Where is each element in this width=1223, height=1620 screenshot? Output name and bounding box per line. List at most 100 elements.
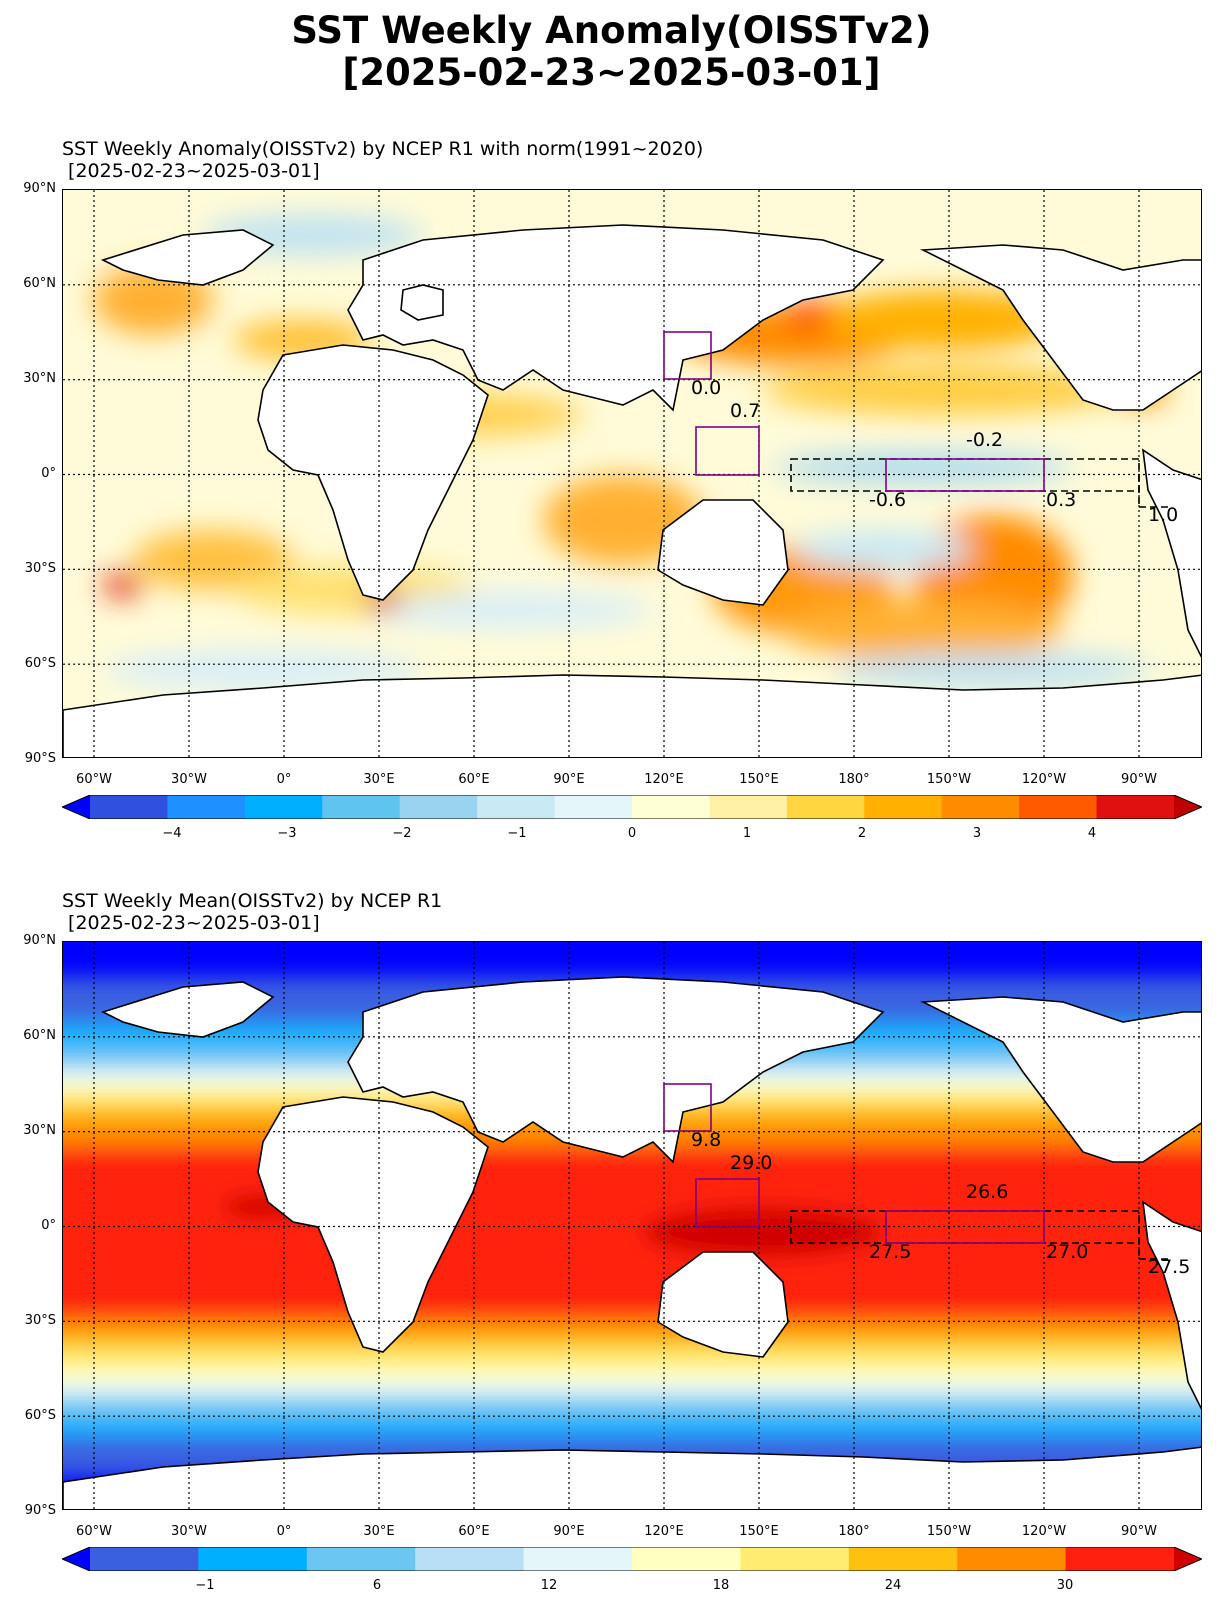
colorbar-tick-label: 3 (972, 826, 982, 841)
lon-label: 60°E (458, 772, 490, 787)
lat-label: 30°N (23, 371, 56, 386)
mean-box-value: 9.8 (691, 1129, 721, 1151)
colorbar-tick-label: 6 (372, 1578, 382, 1593)
anomaly-colorbar-segment (244, 795, 323, 819)
lat-label: 30°S (24, 561, 56, 576)
anomaly-colorbar-segment (554, 795, 633, 819)
anomaly-colorbar-segment (1019, 795, 1098, 819)
anomaly-panel-title-line1: SST Weekly Anomaly(OISSTv2) by NCEP R1 w… (62, 138, 704, 160)
lon-label: 120°W (1021, 1524, 1067, 1539)
anomaly-colorbar-extend-high (1174, 795, 1202, 819)
colorbar-tick-label: 2 (857, 826, 867, 841)
lon-label: 180° (838, 1524, 870, 1539)
colorbar-tick-label: −3 (277, 826, 297, 841)
lon-label: 0° (276, 772, 292, 787)
anomaly-box-value: -0.2 (966, 429, 1003, 451)
anomaly-colorbar-segment (167, 795, 246, 819)
colorbar-tick-label: −1 (195, 1578, 215, 1593)
anomaly-box-value: 0.0 (691, 377, 721, 399)
figure-title-line2: [2025-02-23~2025-03-01] (342, 51, 881, 94)
anomaly-colorbar-extend-low (62, 795, 90, 819)
lon-label: 60°W (76, 1524, 112, 1539)
colorbar-tick-label: 30 (1056, 1578, 1074, 1593)
colorbar-tick-label: 24 (884, 1578, 902, 1593)
colorbar-tick-label: −1 (507, 826, 527, 841)
colorbar-tick-label: −4 (162, 826, 182, 841)
lon-label: 60°W (76, 772, 112, 787)
anomaly-colorbar-segment (1096, 795, 1175, 819)
lon-label: 30°W (171, 772, 207, 787)
lat-label: 60°S (24, 656, 56, 671)
lon-label: 90°E (553, 1524, 585, 1539)
mean-box-value: 27.5 (869, 1241, 911, 1263)
anomaly-panel-title-line2: [2025-02-23~2025-03-01] (62, 160, 320, 182)
mean-colorbar-extend-low (62, 1547, 90, 1571)
lon-label: 150°W (926, 772, 972, 787)
lat-label: 90°N (23, 933, 56, 948)
lat-label: 60°N (23, 276, 56, 291)
anomaly-map: 0.0 0.7 -0.2 -0.6 0.3 1.0 (62, 189, 1202, 758)
lon-label: 30°W (171, 1524, 207, 1539)
lon-label: 30°E (363, 772, 395, 787)
lat-label: 0° (41, 466, 56, 481)
anomaly-colorbar-segment (864, 795, 943, 819)
anomaly-colorbar-segment (90, 795, 168, 819)
lon-label: 180° (838, 772, 870, 787)
mean-gridlines (63, 942, 1201, 1509)
anomaly-colorbar-segment (477, 795, 556, 819)
figure-title-line1: SST Weekly Anomaly(OISSTv2) (291, 9, 932, 52)
lon-label: 120°E (644, 772, 684, 787)
mean-region-boxes (663, 1083, 1171, 1260)
lat-label: 90°N (23, 181, 56, 196)
mean-colorbar-segment (415, 1547, 525, 1571)
lat-label: 90°S (24, 751, 56, 766)
mean-box-value: 27.5 (1148, 1256, 1190, 1278)
lon-label: 30°E (363, 1524, 395, 1539)
mean-panel-title-line1: SST Weekly Mean(OISSTv2) by NCEP R1 (62, 890, 443, 912)
lon-label: 120°E (644, 1524, 684, 1539)
lon-label: 150°W (926, 1524, 972, 1539)
mean-colorbar-segment (198, 1547, 308, 1571)
anomaly-colorbar-segment (399, 795, 478, 819)
mean-box-values: 9.8 29.0 26.6 27.5 27.0 27.5 (691, 1129, 1190, 1278)
lat-label: 60°S (24, 1408, 56, 1423)
mean-colorbar-segment (848, 1547, 958, 1571)
anomaly-colorbar-segment (322, 795, 401, 819)
mean-colorbar-extend-high (1174, 1547, 1202, 1571)
lon-label: 60°E (458, 1524, 490, 1539)
colorbar-tick-label: 1 (742, 826, 752, 841)
colorbar-tick-label: 18 (712, 1578, 730, 1593)
mean-colorbar-segment (1065, 1547, 1175, 1571)
mean-panel-title-line2: [2025-02-23~2025-03-01] (62, 912, 320, 934)
lat-label: 0° (41, 1218, 56, 1233)
anomaly-box-value: -0.6 (869, 489, 906, 511)
anomaly-continents (63, 224, 1201, 757)
colorbar-tick-label: 0 (627, 826, 637, 841)
mean-colorbar-segment (957, 1547, 1067, 1571)
lat-label: 60°N (23, 1028, 56, 1043)
lat-label: 30°S (24, 1313, 56, 1328)
anomaly-region-boxes (663, 331, 1171, 508)
anomaly-colorbar-segment (632, 795, 710, 819)
anomaly-box-value: 1.0 (1148, 504, 1178, 526)
lat-label: 30°N (23, 1123, 56, 1138)
anomaly-colorbar (62, 795, 1202, 819)
colorbar-tick-label: 12 (540, 1578, 558, 1593)
mean-colorbar-segment (632, 1547, 741, 1571)
lon-label: 150°E (739, 1524, 779, 1539)
colorbar-tick-label: −2 (392, 826, 412, 841)
mean-map-canvas: 9.8 29.0 26.6 27.5 27.0 27.5 (63, 942, 1201, 1509)
mean-box-value: 29.0 (730, 1152, 772, 1174)
anomaly-colorbar-segment (786, 795, 865, 819)
anomaly-box-value: 0.7 (730, 400, 760, 422)
anomaly-colorbar-segment (709, 795, 788, 819)
mean-box-value: 27.0 (1046, 1241, 1088, 1263)
lon-label: 90°W (1121, 1524, 1157, 1539)
anomaly-gridlines (63, 190, 1201, 757)
mean-box-value: 26.6 (966, 1181, 1008, 1203)
lat-label: 90°S (24, 1503, 56, 1518)
mean-colorbar-segment (740, 1547, 850, 1571)
mean-map: 9.8 29.0 26.6 27.5 27.0 27.5 (62, 941, 1202, 1510)
mean-colorbar-segment (90, 1547, 199, 1571)
lon-label: 90°E (553, 772, 585, 787)
